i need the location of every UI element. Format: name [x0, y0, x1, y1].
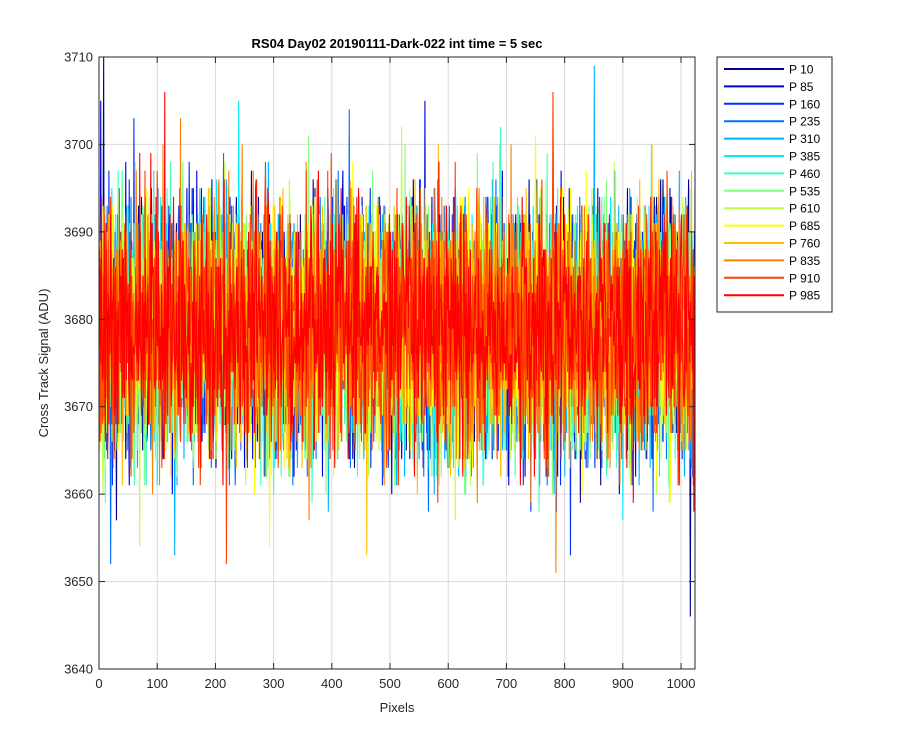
legend-label: P 310 — [789, 132, 820, 146]
legend-entry[interactable]: P 310 — [724, 132, 820, 146]
legend-entry[interactable]: P 85 — [724, 80, 814, 94]
legend-label: P 835 — [789, 254, 820, 268]
legend-label: P 760 — [789, 237, 820, 251]
legend-entry[interactable]: P 685 — [724, 219, 820, 233]
legend[interactable]: P 10 P 85 P 160 P 235 P 310 P 385 P 460 P 535 P … — [716, 56, 833, 313]
x-tick-label: 200 — [205, 676, 227, 691]
legend-entry[interactable]: P 460 — [724, 167, 820, 181]
legend-entry[interactable]: P 385 — [724, 150, 820, 164]
legend-label: P 985 — [789, 289, 820, 303]
legend-entry[interactable]: P 835 — [724, 254, 820, 268]
series-layer — [99, 57, 695, 617]
legend-entry[interactable]: P 760 — [724, 237, 820, 251]
y-tick-label: 3710 — [64, 50, 93, 65]
y-tick-label: 3700 — [64, 137, 93, 152]
legend-label: P 910 — [789, 271, 820, 285]
y-tick-label: 3650 — [64, 574, 93, 589]
legend-entry[interactable]: P 985 — [724, 289, 820, 303]
x-tick-label: 900 — [612, 676, 634, 691]
x-tick-label: 700 — [496, 676, 518, 691]
legend-label: P 460 — [789, 167, 820, 181]
legend-label: P 235 — [789, 115, 820, 129]
legend-entry[interactable]: P 610 — [724, 202, 820, 216]
legend-label: P 385 — [789, 150, 820, 164]
x-tick-label: 0 — [95, 676, 102, 691]
x-tick-label: 1000 — [667, 676, 696, 691]
legend-entry[interactable]: P 10 — [724, 63, 814, 77]
legend-label: P 10 — [789, 63, 814, 77]
legend-items: P 10 P 85 P 160 P 235 P 310 P 385 P 460 P 535 P … — [724, 63, 820, 303]
legend-label: P 85 — [789, 80, 814, 94]
x-axis-label: Pixels — [380, 700, 415, 715]
legend-entry[interactable]: P 160 — [724, 97, 820, 111]
y-axis-ticks: 3640 3650 3660 3670 3680 3690 3700 3710 — [64, 50, 695, 677]
legend-label: P 160 — [789, 97, 820, 111]
x-tick-label: 600 — [437, 676, 459, 691]
y-tick-label: 3670 — [64, 399, 93, 414]
y-tick-label: 3690 — [64, 224, 93, 239]
x-axis-ticks: 0 100 200 300 400 500 600 700 800 900 1000 — [95, 57, 695, 691]
x-tick-label: 100 — [146, 676, 168, 691]
legend-entry[interactable]: P 535 — [724, 184, 820, 198]
plot-area-border — [98, 56, 696, 670]
x-tick-label: 500 — [379, 676, 401, 691]
series-line-p-985 — [99, 91, 695, 512]
legend-label: P 535 — [789, 184, 820, 198]
y-tick-label: 3640 — [64, 662, 93, 677]
y-tick-label: 3680 — [64, 312, 93, 327]
y-tick-label: 3660 — [64, 487, 93, 502]
legend-entry[interactable]: P 910 — [724, 271, 820, 285]
chart-title: RS04 Day02 20190111-Dark-022 int time = … — [252, 36, 543, 51]
x-tick-label: 300 — [263, 676, 285, 691]
legend-box — [716, 56, 833, 313]
legend-label: P 610 — [789, 202, 820, 216]
y-axis-label: Cross Track Signal (ADU) — [36, 289, 51, 438]
x-tick-label: 800 — [554, 676, 576, 691]
legend-entry[interactable]: P 235 — [724, 115, 820, 129]
x-tick-label: 400 — [321, 676, 343, 691]
legend-label: P 685 — [789, 219, 820, 233]
